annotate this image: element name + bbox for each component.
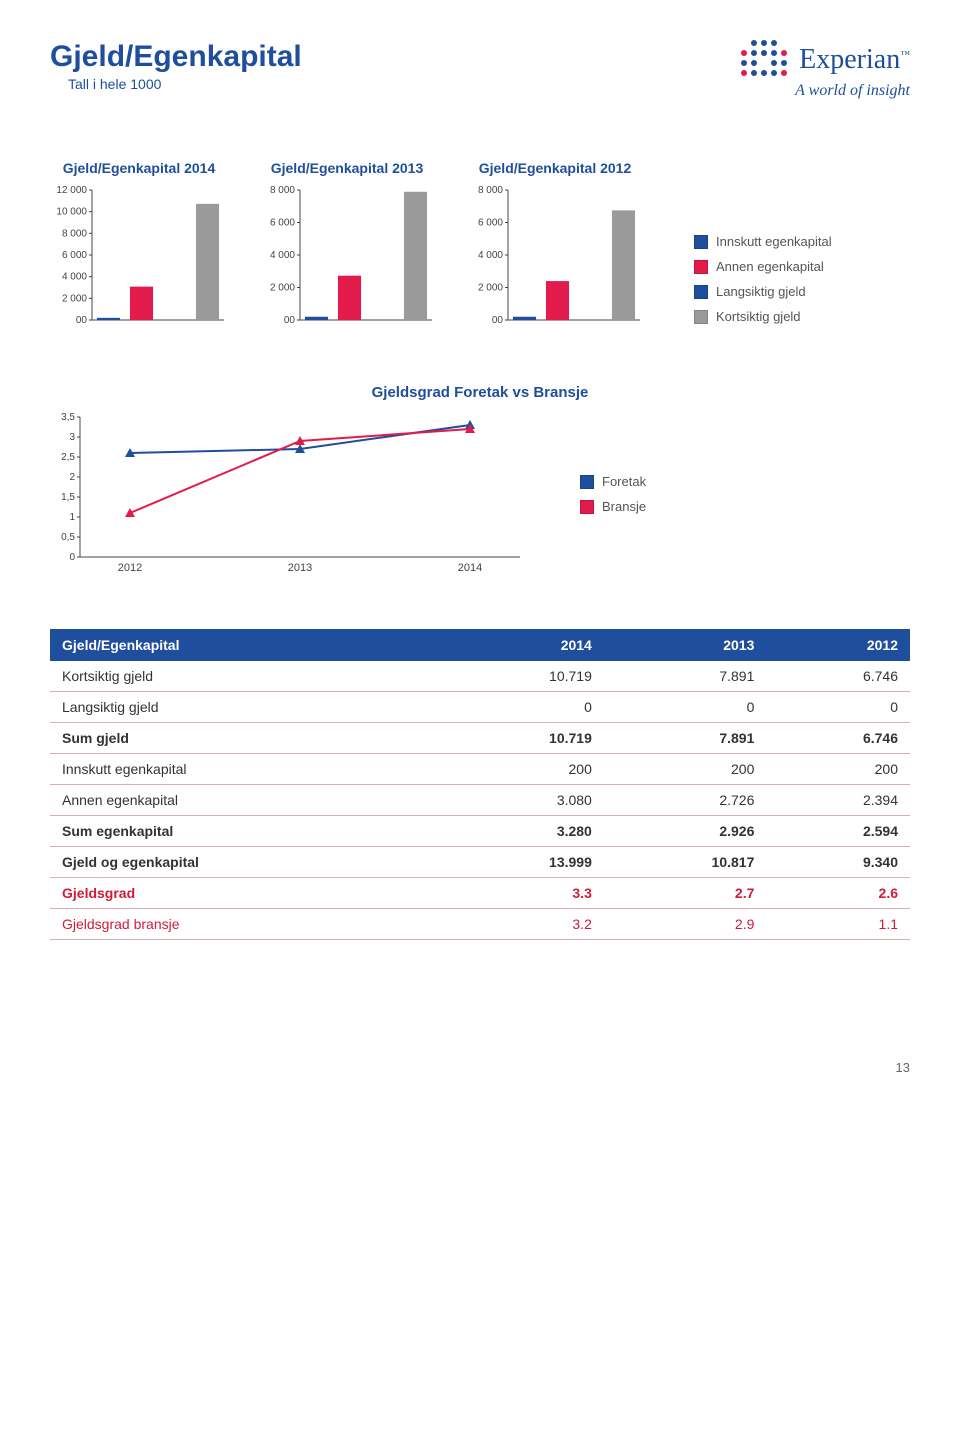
svg-text:6 000: 6 000 <box>62 250 87 261</box>
table-row: Gjeldsgrad bransje3.22.91.1 <box>50 909 910 940</box>
line-chart: 3,5 3 2,5 2 1,5 1 0,5 0 2012 2013 2014 <box>50 409 530 579</box>
bar-chart-title-1: Gjeld/Egenkapital 2013 <box>258 160 436 176</box>
svg-text:00: 00 <box>76 315 88 326</box>
bar-charts-row: 12 000 10 000 8 000 6 000 4 000 2 000 00 8 000… <box>50 184 910 334</box>
table-row: Sum egenkapital3.2802.9262.594 <box>50 816 910 847</box>
svg-text:4 000: 4 000 <box>62 272 87 283</box>
svg-text:0: 0 <box>69 552 75 563</box>
table-row: Gjeldsgrad3.32.72.6 <box>50 878 910 909</box>
legend-item: Langsiktig gjeld <box>694 284 832 299</box>
svg-text:4 000: 4 000 <box>478 250 503 261</box>
svg-text:2012: 2012 <box>118 562 142 574</box>
svg-text:0,5: 0,5 <box>61 532 75 543</box>
line-chart-row: 3,5 3 2,5 2 1,5 1 0,5 0 2012 2013 2014 Foretak Bran… <box>50 409 910 579</box>
header: Gjeld/Egenkapital Tall i hele 1000 <box>50 40 910 100</box>
page-title: Gjeld/Egenkapital <box>50 40 302 74</box>
line-chart-title: Gjeldsgrad Foretak vs Bransje <box>240 384 720 401</box>
svg-text:2: 2 <box>69 472 75 483</box>
svg-text:2 000: 2 000 <box>478 283 503 294</box>
svg-text:2014: 2014 <box>458 562 482 574</box>
svg-text:3: 3 <box>69 432 75 443</box>
logo-tagline: A world of insight <box>741 82 910 100</box>
svg-text:6 000: 6 000 <box>270 218 295 229</box>
table-row: Langsiktig gjeld000 <box>50 692 910 723</box>
bar-chart-2013: 8 000 6 000 4 000 2 000 00 <box>258 184 436 334</box>
data-table: Gjeld/Egenkapital201420132012Kortsiktig … <box>50 629 910 940</box>
page-subtitle: Tall i hele 1000 <box>68 76 302 92</box>
svg-text:00: 00 <box>492 315 504 326</box>
legend-item: Annen egenkapital <box>694 259 832 274</box>
logo-icon <box>741 40 793 80</box>
svg-text:4 000: 4 000 <box>270 250 295 261</box>
svg-text:2013: 2013 <box>288 562 312 574</box>
svg-text:1: 1 <box>69 512 75 523</box>
table-row: Kortsiktig gjeld10.7197.8916.746 <box>50 661 910 692</box>
legend-item: Bransje <box>580 499 646 514</box>
legend-item: Innskutt egenkapital <box>694 234 832 249</box>
svg-text:12 000: 12 000 <box>56 185 87 196</box>
page-number: 13 <box>50 1060 910 1075</box>
svg-text:3,5: 3,5 <box>61 412 75 423</box>
bar-chart-2014: 12 000 10 000 8 000 6 000 4 000 2 000 00 <box>50 184 228 334</box>
svg-text:00: 00 <box>284 315 296 326</box>
bar-legend: Innskutt egenkapital Annen egenkapital Lan… <box>694 224 832 334</box>
table-row: Annen egenkapital3.0802.7262.394 <box>50 785 910 816</box>
table-row: Sum gjeld10.7197.8916.746 <box>50 723 910 754</box>
logo: Experian™ A world of insight <box>741 40 910 100</box>
title-block: Gjeld/Egenkapital Tall i hele 1000 <box>50 40 302 92</box>
svg-text:8 000: 8 000 <box>478 185 503 196</box>
svg-text:8 000: 8 000 <box>270 185 295 196</box>
logo-text: Experian™ <box>799 44 910 76</box>
legend-item: Foretak <box>580 474 646 489</box>
line-legend: Foretak Bransje <box>580 464 646 524</box>
legend-item: Kortsiktig gjeld <box>694 309 832 324</box>
table-row: Gjeld og egenkapital13.99910.8179.340 <box>50 847 910 878</box>
svg-text:2,5: 2,5 <box>61 452 75 463</box>
bar-chart-title-0: Gjeld/Egenkapital 2014 <box>50 160 228 176</box>
bar-chart-titles: Gjeld/Egenkapital 2014 Gjeld/Egenkapital… <box>50 160 910 176</box>
svg-text:1,5: 1,5 <box>61 492 75 503</box>
svg-text:2 000: 2 000 <box>62 293 87 304</box>
table-row: Innskutt egenkapital200200200 <box>50 754 910 785</box>
bar-chart-2012: 8 000 6 000 4 000 2 000 00 <box>466 184 644 334</box>
bar-chart-title-2: Gjeld/Egenkapital 2012 <box>466 160 644 176</box>
svg-text:2 000: 2 000 <box>270 283 295 294</box>
svg-text:8 000: 8 000 <box>62 228 87 239</box>
svg-text:10 000: 10 000 <box>56 207 87 218</box>
svg-text:6 000: 6 000 <box>478 218 503 229</box>
